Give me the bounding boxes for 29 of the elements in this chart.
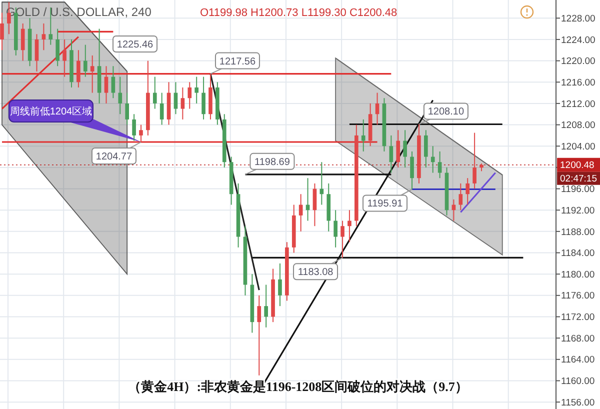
y-tick-label: 1216.00 <box>561 77 596 88</box>
annotation: 1204.77 <box>96 152 132 163</box>
y-tick-label: 1212.00 <box>561 98 596 110</box>
y-tick-label: 1224.00 <box>561 34 596 46</box>
y-tick-label: 1156.00 <box>561 397 595 408</box>
y-tick-label: 1192.00 <box>561 205 595 216</box>
y-tick-label: 1204.00 <box>561 141 596 152</box>
text: O1199.98 H1200.73 L1199.30 C1200.48 <box>200 7 398 19</box>
y-tick-label: 1180.00 <box>561 269 595 280</box>
y-tick-label: 1176.00 <box>561 290 595 302</box>
annotation: 1195.91 <box>367 198 404 210</box>
y-tick-label: 1228.00 <box>561 13 596 24</box>
y-tick-label: 1196.00 <box>561 184 595 196</box>
annotation: 1225.46 <box>116 40 154 50</box>
y-tick-label: 1168.00 <box>561 333 595 344</box>
y-tick-label: 1188.00 <box>561 226 595 238</box>
y-tick-label: 1172.00 <box>561 312 595 324</box>
y-tick-label: 1220.00 <box>561 56 596 68</box>
y-tick-label: 1208.00 <box>561 120 596 132</box>
annotation: 1183.08 <box>298 267 334 278</box>
y-tick-label: 1160.00 <box>561 376 595 388</box>
annotation: 1198.69 <box>254 156 290 168</box>
annotation: 1208.10 <box>428 106 464 118</box>
ref-line-label: 1200.48 <box>560 160 594 172</box>
text: 02:47:15 <box>560 174 597 185</box>
annotation: 周线前低1204区域 <box>10 106 92 118</box>
y-tick-label: 1164.00 <box>561 354 595 366</box>
annotation: 1217.56 <box>219 56 256 68</box>
y-tick-label: 1184.00 <box>561 248 595 260</box>
